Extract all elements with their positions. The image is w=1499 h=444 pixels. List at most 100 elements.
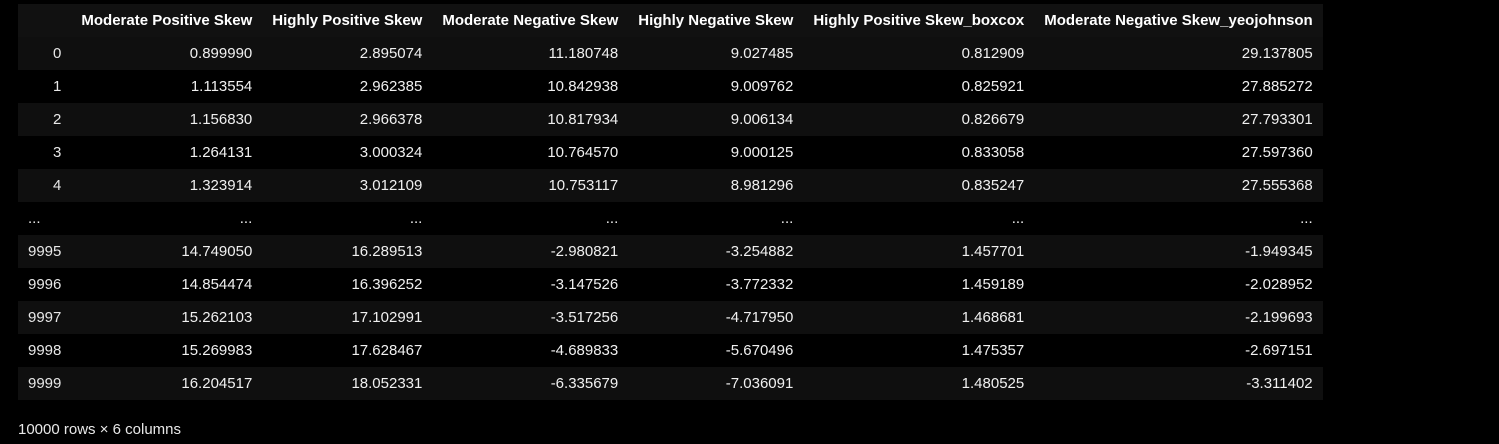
table-cell: 9.006134 [730, 111, 794, 128]
dataframe-table: Moderate Positive Skew Highly Positive S… [18, 4, 1323, 400]
table-cell: 14.854474 [181, 276, 253, 293]
table-cell: 3.012109 [359, 177, 423, 194]
table-cell: 8.981296 [730, 177, 794, 194]
table-cell: 10.817934 [547, 111, 619, 128]
table-cell: -6.335679 [550, 375, 619, 392]
table-row: 9998 15.269983 17.628467 -4.689833 -5.670496… [18, 334, 1323, 367]
table-cell: 1.468681 [961, 309, 1025, 326]
row-index: 1 [53, 78, 62, 95]
table-cell: -2.697151 [1245, 342, 1313, 359]
table-cell: 15.269983 [181, 342, 253, 359]
column-header: Highly Positive Skew [262, 4, 433, 37]
shape-summary: 10000 rows × 6 columns [18, 421, 182, 438]
table-row: 3 1.264131 3.000324 10.764570 9.000125 0.8330… [18, 136, 1323, 169]
table-cell: 14.749050 [181, 243, 253, 260]
row-index: 0 [53, 45, 62, 62]
table-cell: 16.396252 [351, 276, 423, 293]
table-cell: -5.670496 [725, 342, 794, 359]
table-cell: ... [1011, 210, 1025, 227]
table-cell: 29.137805 [1241, 45, 1313, 62]
table-cell: 10.753117 [548, 177, 619, 194]
index-header [18, 4, 72, 37]
row-index: 9995 [28, 243, 62, 260]
table-cell: 2.895074 [359, 45, 423, 62]
table-header: Moderate Positive Skew Highly Positive S… [18, 4, 1323, 37]
table-cell: ... [1300, 210, 1313, 227]
column-header: Moderate Negative Skew [432, 4, 629, 37]
table-cell: 27.885272 [1241, 78, 1313, 95]
table-cell: -4.717950 [725, 309, 794, 326]
table-row: 1 1.113554 2.962385 10.842938 9.009762 0.8259… [18, 70, 1323, 103]
column-header: Highly Negative Skew [628, 4, 804, 37]
table-cell: ... [780, 210, 794, 227]
table-cell: -2.028952 [1245, 276, 1313, 293]
table-cell: 2.966378 [359, 111, 423, 128]
table-cell: 1.156830 [189, 111, 253, 128]
table-cell: ... [409, 210, 423, 227]
table-cell: 1.264131 [189, 144, 253, 161]
table-row: 9997 15.262103 17.102991 -3.517256 -4.717950… [18, 301, 1323, 334]
row-index: 9996 [28, 276, 62, 293]
table-cell: 27.555368 [1241, 177, 1313, 194]
row-index: 9997 [28, 309, 62, 326]
row-index: 2 [53, 111, 62, 128]
table-row: 9999 16.204517 18.052331 -6.335679 -7.036091… [18, 367, 1323, 400]
table-cell: 16.204517 [181, 375, 253, 392]
table-cell: 2.962385 [359, 78, 423, 95]
table-cell: 10.842938 [547, 78, 619, 95]
header-row: Moderate Positive Skew Highly Positive S… [18, 4, 1323, 37]
table-cell: -3.772332 [725, 276, 794, 293]
table-cell: -2.980821 [550, 243, 619, 260]
table-cell: -7.036091 [725, 375, 794, 392]
table-cell: ... [605, 210, 619, 227]
table-cell: 1.457701 [961, 243, 1025, 260]
table-cell: 0.899990 [189, 45, 253, 62]
table-cell: 0.833058 [961, 144, 1025, 161]
table-cell: -4.689833 [550, 342, 619, 359]
table-cell: 0.812909 [961, 45, 1025, 62]
table-cell: 27.597360 [1241, 144, 1313, 161]
table-row: 0 0.899990 2.895074 11.180748 9.027485 0.8129… [18, 37, 1323, 70]
table-cell: 9.027485 [730, 45, 794, 62]
table-cell: 16.289513 [351, 243, 423, 260]
table-cell: 18.052331 [351, 375, 423, 392]
row-index: 9999 [28, 375, 62, 392]
row-index: 4 [53, 177, 62, 194]
column-header: Moderate Positive Skew [71, 4, 263, 37]
table-cell: 9.009762 [730, 78, 794, 95]
table-cell: -1.949345 [1245, 243, 1313, 260]
table-cell: 17.628467 [351, 342, 423, 359]
table-cell: -2.199693 [1245, 309, 1313, 326]
table-row: 2 1.156830 2.966378 10.817934 9.006134 0.8266… [18, 103, 1323, 136]
column-header: Highly Positive Skew_boxcox [803, 4, 1035, 37]
table-row: 9996 14.854474 16.396252 -3.147526 -3.772332… [18, 268, 1323, 301]
table-cell: -3.254882 [725, 243, 794, 260]
table-cell: ... [239, 210, 253, 227]
row-index: ... [28, 210, 41, 227]
row-index: 9998 [28, 342, 62, 359]
table-cell: 10.764570 [547, 144, 619, 161]
table-row: 9995 14.749050 16.289513 -2.980821 -3.254882… [18, 235, 1323, 268]
column-header: Moderate Negative Skew_yeojohnson [1034, 4, 1323, 37]
table-cell: 3.000324 [359, 144, 423, 161]
table-cell: -3.311402 [1246, 375, 1313, 392]
table-cell: 0.826679 [961, 111, 1025, 128]
table-cell: 1.113554 [190, 78, 253, 95]
table-cell: 1.475357 [961, 342, 1025, 359]
table-cell: 1.323914 [189, 177, 253, 194]
table-cell: -3.147526 [550, 276, 619, 293]
table-cell: -3.517256 [550, 309, 619, 326]
row-index: 3 [53, 144, 62, 161]
table-cell: 1.459189 [961, 276, 1025, 293]
dataframe-output: Moderate Positive Skew Highly Positive S… [18, 4, 1323, 400]
table-cell: 0.835247 [961, 177, 1025, 194]
table-body: 0 0.899990 2.895074 11.180748 9.027485 0.8129… [18, 37, 1323, 400]
table-cell: 27.793301 [1241, 111, 1313, 128]
table-cell: 15.262103 [181, 309, 253, 326]
table-cell: 0.825921 [961, 78, 1025, 95]
table-row: 4 1.323914 3.012109 10.753117 8.981296 0.8352… [18, 169, 1323, 202]
table-cell: 1.480525 [961, 375, 1025, 392]
table-cell: 11.180748 [548, 45, 619, 62]
table-row: ..................... [18, 202, 1323, 235]
table-cell: 9.000125 [730, 144, 794, 161]
